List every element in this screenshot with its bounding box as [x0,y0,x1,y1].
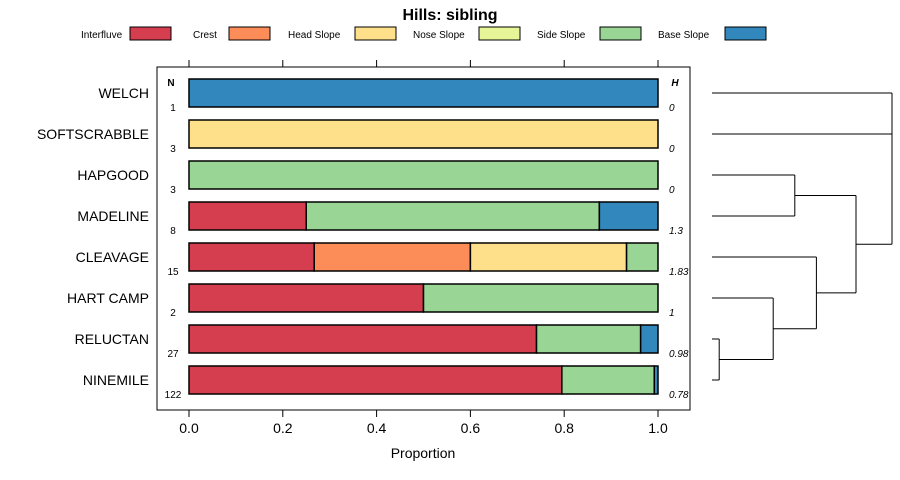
bar-segment [188,160,659,190]
n-column-header: N [167,78,174,89]
h-column-header: H [671,78,679,89]
bar-segment [653,365,659,395]
row-h-value: 1 [669,308,675,319]
legend-swatch [599,26,642,41]
bar-segment [313,242,472,272]
bar-segment [188,201,307,231]
bar-segment [188,365,563,395]
row-n-value: 15 [167,267,179,278]
x-tick-label: 1.0 [648,420,668,436]
x-tick-label: 0.2 [273,420,293,436]
legend-label: Base Slope [658,30,710,41]
bar-segment [188,242,315,272]
row-n-value: 1 [170,103,176,114]
legend-swatch [354,26,397,41]
row-n-value: 3 [170,185,176,196]
legend-swatch [478,26,521,41]
bar-segment [188,119,659,149]
bar-segment [188,78,659,108]
bar-segment [305,201,601,231]
row-n-value: 2 [170,308,176,319]
row-label: HART CAMP [67,290,149,306]
bar-segment [188,283,425,313]
row-n-value: 8 [170,226,176,237]
legend-label: Head Slope [288,30,341,41]
row-h-value: 1.3 [669,226,683,237]
row-n-value: 122 [165,390,182,401]
bar-segment [625,242,659,272]
chart-rows: WELCH 1 0 SOFTSCRABBLE 3 0 HAPGOOD 3 0 MADELINE 8 1… [37,78,689,401]
row-label: HAPGOOD [77,167,149,183]
bar-segment [598,201,659,231]
row-label: SOFTSCRABBLE [37,126,149,142]
bar-segment [561,365,655,395]
legend-label: Interfluve [81,30,123,41]
row-label: RELUCTAN [75,331,149,347]
legend: Interfluve Crest Head Slope Nose Slope Side … [81,26,767,41]
bar-segment [639,324,659,354]
x-axis: 0.0 0.2 0.4 0.6 0.8 1.0 [179,60,668,436]
legend-swatch [228,26,271,41]
row-label: CLEAVAGE [76,249,149,265]
row-h-value: 0.98 [669,349,689,360]
bar-segment [188,324,538,354]
row-h-value: 1.83 [669,267,689,278]
bar-segment [469,242,628,272]
row-h-value: 0 [669,185,675,196]
legend-swatch [724,26,767,41]
row-h-value: 0 [669,103,675,114]
legend-label: Side Slope [537,30,586,41]
row-n-value: 3 [170,144,176,155]
x-tick-label: 0.8 [554,420,574,436]
row-n-value: 27 [167,349,179,360]
row-h-value: 0 [669,144,675,155]
row-h-value: 0.78 [669,390,689,401]
x-tick-label: 0.0 [179,420,199,436]
x-tick-label: 0.6 [461,420,481,436]
dendrogram [712,92,893,381]
legend-label: Crest [193,30,217,41]
bar-segment [535,324,642,354]
row-label: MADELINE [77,208,149,224]
x-axis-label: Proportion [391,445,456,461]
chart-title: Hills: sibling [402,7,497,24]
row-label: NINEMILE [83,372,149,388]
plot-panel [156,66,691,411]
x-tick-label: 0.4 [367,420,387,436]
bar-segment [422,283,659,313]
legend-swatch [129,26,172,41]
legend-label: Nose Slope [413,30,465,41]
row-label: WELCH [98,85,149,101]
